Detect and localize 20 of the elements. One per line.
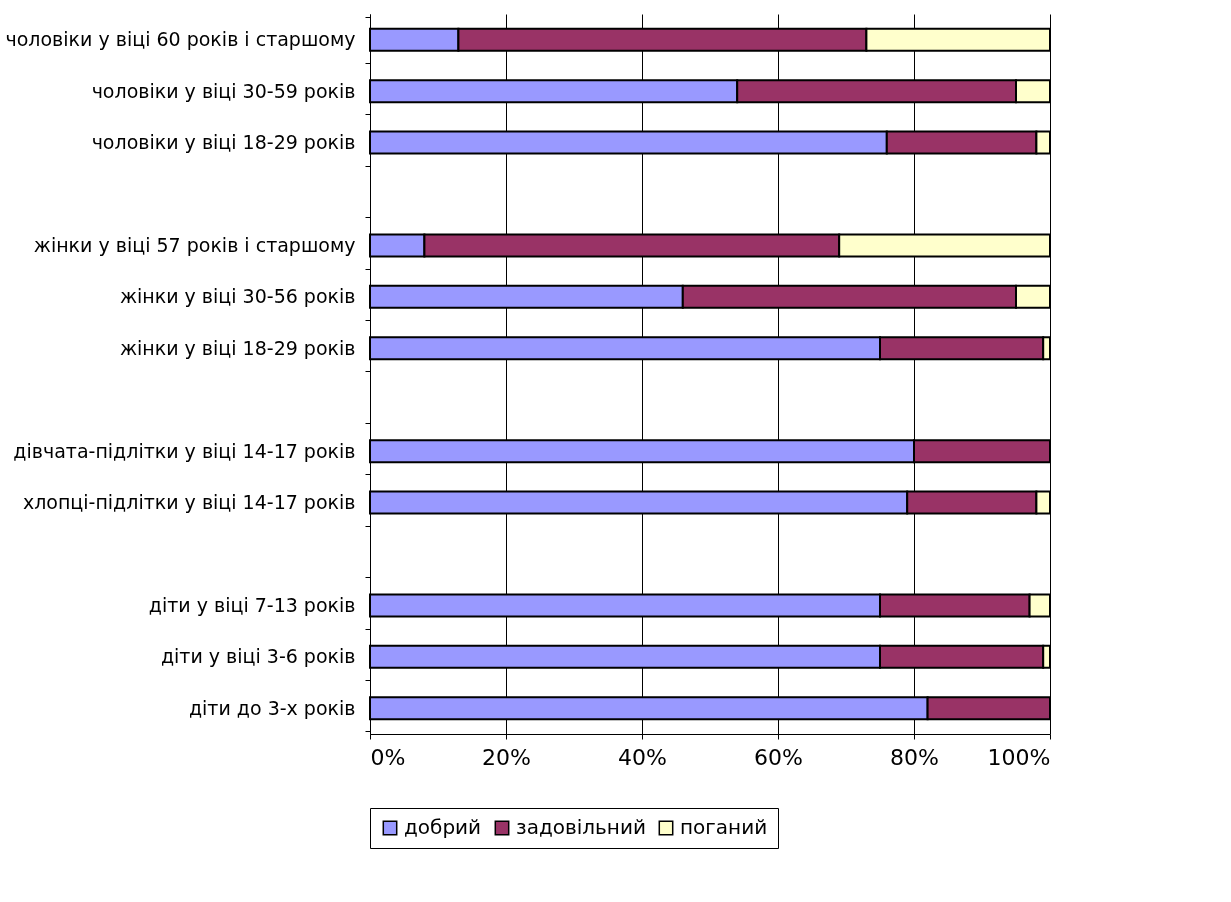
y-tick-label: чоловіки у віці 30-59 років: [91, 79, 356, 102]
legend-label: задовільний: [516, 815, 646, 839]
y-tick-label: жінки у віці 30-56 років: [119, 285, 356, 308]
y-tick-label: чоловіки у віці 18-29 років: [91, 131, 356, 154]
legend-label: поганий: [680, 815, 768, 839]
y-tick-label: дівчата-підлітки у віці 14-17 років: [13, 439, 356, 462]
x-tick-label: 40%: [618, 744, 667, 770]
y-tick-label: чоловіки у віці 60 років і старшому: [5, 28, 356, 51]
x-tick-label: 0%: [370, 744, 406, 770]
y-tick-label: діти у віці 3-6 років: [160, 645, 356, 668]
x-tick-label: 20%: [482, 744, 531, 770]
legend-label: добрий: [404, 815, 482, 839]
y-tick-label: жінки у віці 57 років і старшому: [33, 233, 356, 256]
y-tick-label: діти до 3-х років: [188, 696, 356, 719]
y-tick-label: хлопці-підлітки у віці 14-17 років: [22, 491, 356, 514]
x-tick-label: 100%: [987, 744, 1051, 770]
y-tick-label: діти у віці 7-13 років: [148, 593, 356, 616]
y-tick-label: жінки у віці 18-29 років: [119, 336, 356, 359]
x-tick-label: 60%: [754, 744, 803, 770]
x-tick-label: 80%: [890, 744, 939, 770]
